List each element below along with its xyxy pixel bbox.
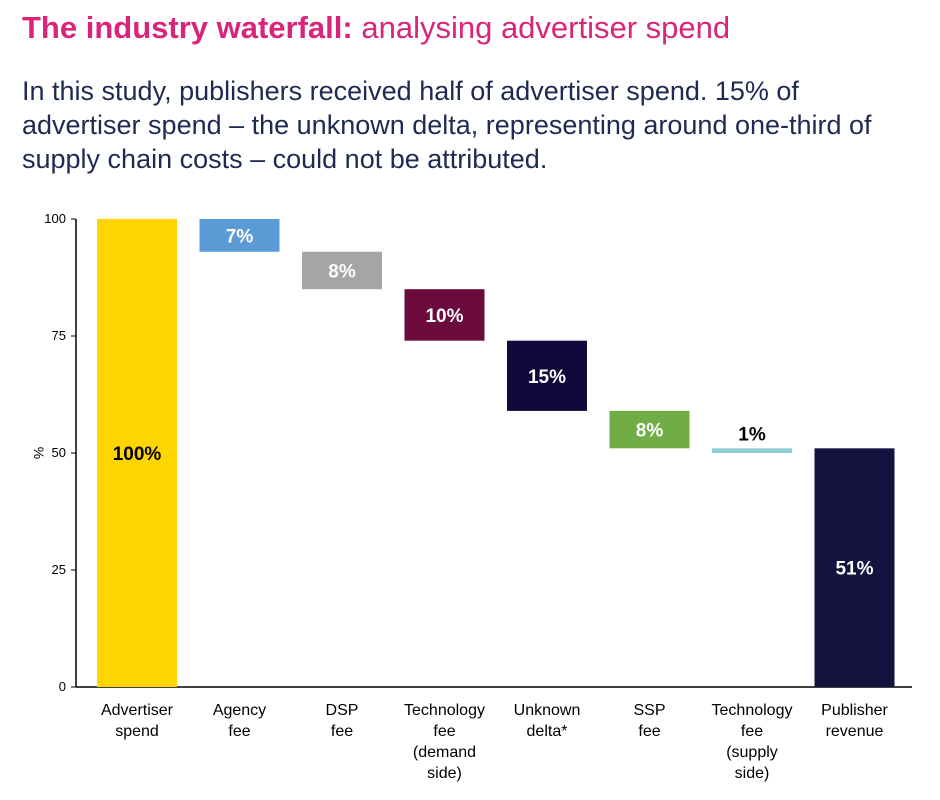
bar-value-label: 7% — [226, 226, 254, 247]
waterfall-bar — [814, 448, 895, 687]
x-category-label-line: revenue — [826, 723, 884, 740]
x-category-label: Agency fee — [213, 702, 266, 740]
x-category-label: Unknown delta* — [514, 702, 581, 740]
waterfall-bar — [609, 410, 690, 449]
x-category-label: Advertiser spend — [101, 702, 174, 740]
page-title: The industry waterfall: analysing advert… — [22, 10, 730, 46]
waterfall-bar — [404, 289, 485, 341]
x-category-label: Publisher revenue — [821, 702, 888, 740]
page-title-rest: analysing advertiser spend — [352, 10, 731, 45]
x-category-label-line: fee — [228, 723, 250, 740]
waterfall-bar — [507, 340, 587, 411]
x-category-label-line: side) — [735, 765, 770, 782]
x-category-label-line: spend — [115, 723, 159, 740]
x-category-label-line: Agency — [213, 702, 266, 719]
x-category-label-line: (demand — [413, 744, 476, 761]
x-category-label-line: Technology — [404, 702, 485, 719]
x-category-label-line: fee — [741, 723, 763, 740]
y-tick-label: 75 — [52, 328, 66, 343]
x-category-label-line: Publisher — [821, 702, 888, 719]
waterfall-bar — [302, 251, 382, 290]
bar-value-label: 8% — [328, 261, 356, 282]
x-category-label: DSP fee — [326, 702, 359, 740]
x-category-label-line: SSP — [633, 702, 665, 719]
y-tick-label: 50 — [52, 445, 66, 460]
x-category-label-line: Technology — [712, 702, 793, 719]
x-category-label-line: DSP — [326, 702, 359, 719]
waterfall-bar — [712, 448, 792, 453]
page-subtitle: In this study, publishers received half … — [22, 76, 872, 174]
waterfall-bar — [97, 219, 177, 687]
x-category-label: Technology fee (demand side) — [404, 702, 485, 782]
x-category-label-line: (supply — [726, 744, 778, 761]
y-tick-label: 0 — [59, 679, 66, 694]
bar-value-label: 10% — [425, 306, 463, 327]
bar-value-label: 1% — [738, 424, 766, 445]
y-axis-label: % — [31, 447, 47, 459]
x-category-label: SSP fee — [633, 702, 665, 740]
bar-value-label: 51% — [835, 559, 873, 580]
page-title-bold: The industry waterfall: — [22, 10, 353, 45]
x-category-label-line: Advertiser — [101, 702, 174, 719]
x-category-label-line: Unknown — [514, 702, 581, 719]
waterfall-bar — [199, 219, 280, 252]
y-tick-label: 100 — [44, 211, 66, 226]
x-category-label-line: fee — [331, 723, 353, 740]
x-category-label-line: delta* — [527, 723, 568, 740]
bar-value-label: 8% — [636, 421, 664, 442]
y-tick-label: 25 — [52, 562, 66, 577]
x-category-label-line: fee — [638, 723, 660, 740]
bar-value-label: 100% — [113, 444, 162, 465]
x-category-label: Technology fee (supply side) — [712, 702, 793, 782]
x-category-label-line: side) — [427, 765, 462, 782]
x-category-label-line: fee — [433, 723, 455, 740]
bar-value-label: 15% — [528, 367, 566, 388]
